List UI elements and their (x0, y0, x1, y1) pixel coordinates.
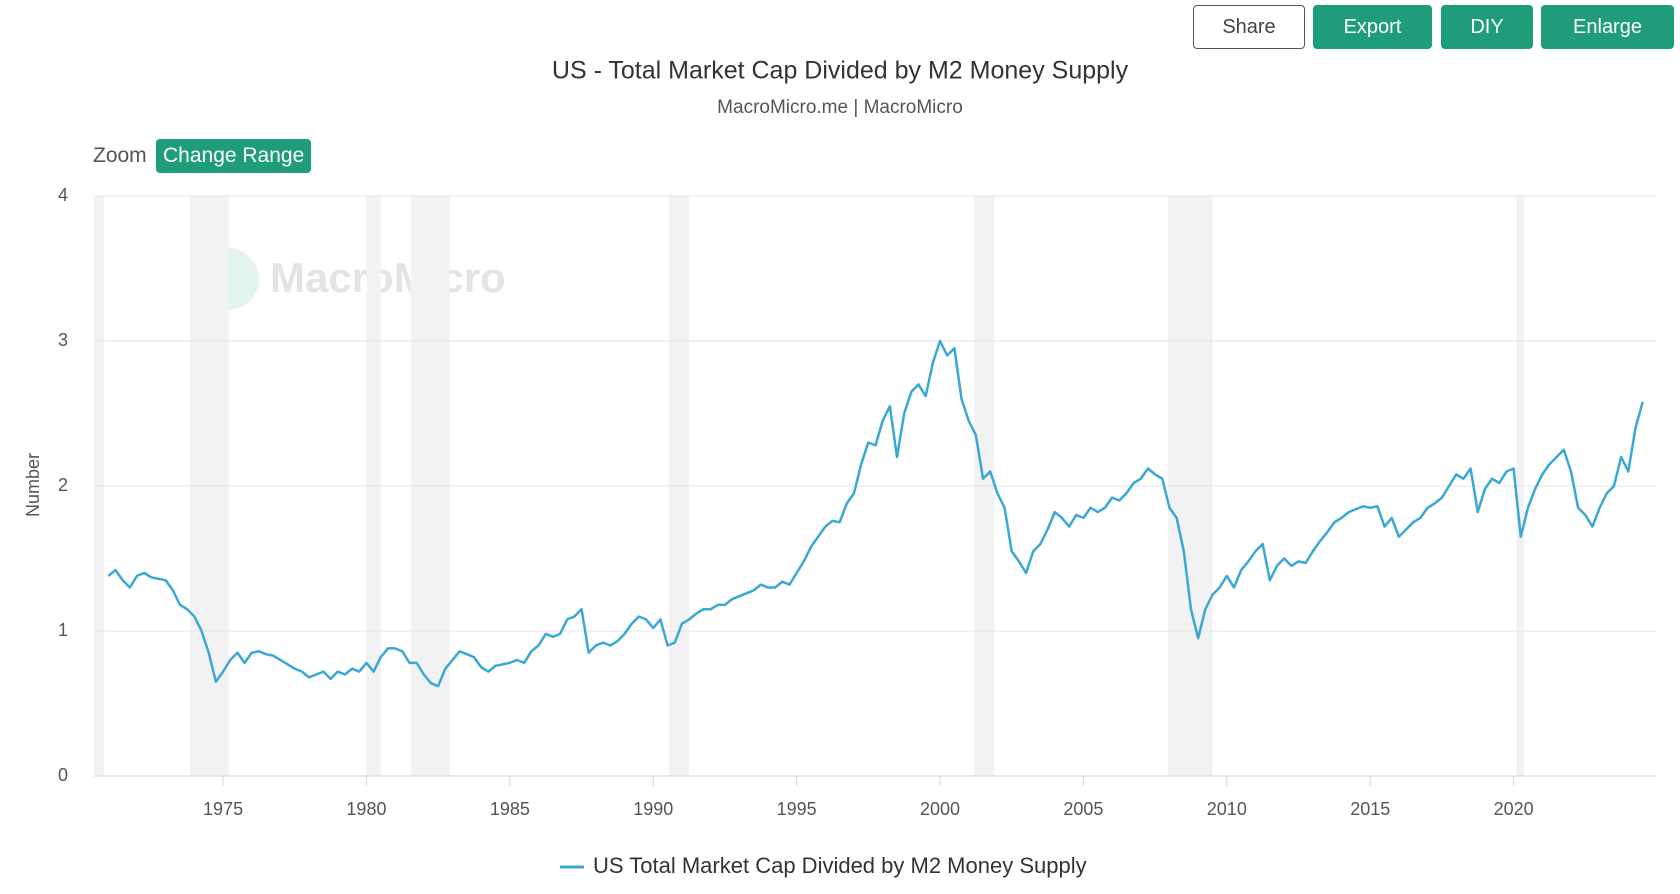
y-tick-label: 2 (58, 475, 68, 495)
x-tick-label: 2020 (1494, 799, 1534, 819)
recession-band (1516, 196, 1524, 776)
y-tick-label: 1 (58, 620, 68, 640)
watermark-icon (197, 248, 259, 310)
diy-label: DIY (1470, 15, 1504, 38)
chart-subtitle: MacroMicro.me | MacroMicro (717, 97, 963, 118)
diy-button[interactable]: DIY (1441, 5, 1533, 49)
y-tick-label: 0 (58, 765, 68, 785)
watermark: MacroMicro (270, 254, 506, 301)
chart-title: US - Total Market Cap Divided by M2 Mone… (552, 57, 1129, 85)
x-tick-label: 1995 (777, 799, 817, 819)
x-tick-label: 1980 (346, 799, 386, 819)
zoom-label: Zoom (93, 144, 147, 167)
export-label: Export (1343, 15, 1402, 38)
recession-band (190, 196, 229, 776)
export-button[interactable]: Export (1313, 5, 1432, 49)
x-tick-label: 2015 (1350, 799, 1390, 819)
x-tick-label: 2000 (920, 799, 960, 819)
x-tick-label: 1990 (633, 799, 673, 819)
x-tick-label: 1985 (490, 799, 530, 819)
recession-band (974, 196, 995, 776)
recession-band (1168, 196, 1213, 776)
y-tick-label: 3 (58, 330, 68, 350)
x-tick-label: 2010 (1207, 799, 1247, 819)
recession-band (410, 196, 450, 776)
change-range-button[interactable]: Change Range (156, 139, 312, 173)
y-axis-label: Number (23, 453, 43, 517)
x-tick-label: 1975 (203, 799, 243, 819)
enlarge-label: Enlarge (1573, 15, 1642, 38)
legend-label: US Total Market Cap Divided by M2 Money … (593, 853, 1087, 878)
series-line (107, 339, 1644, 688)
share-label: Share (1222, 15, 1276, 38)
x-tick-label: 2005 (1063, 799, 1103, 819)
recession-band (366, 196, 381, 776)
enlarge-button[interactable]: Enlarge (1541, 5, 1674, 49)
y-tick-label: 4 (58, 185, 68, 205)
share-button[interactable]: Share (1193, 5, 1305, 49)
recession-band (669, 196, 690, 776)
recession-band (94, 196, 105, 776)
